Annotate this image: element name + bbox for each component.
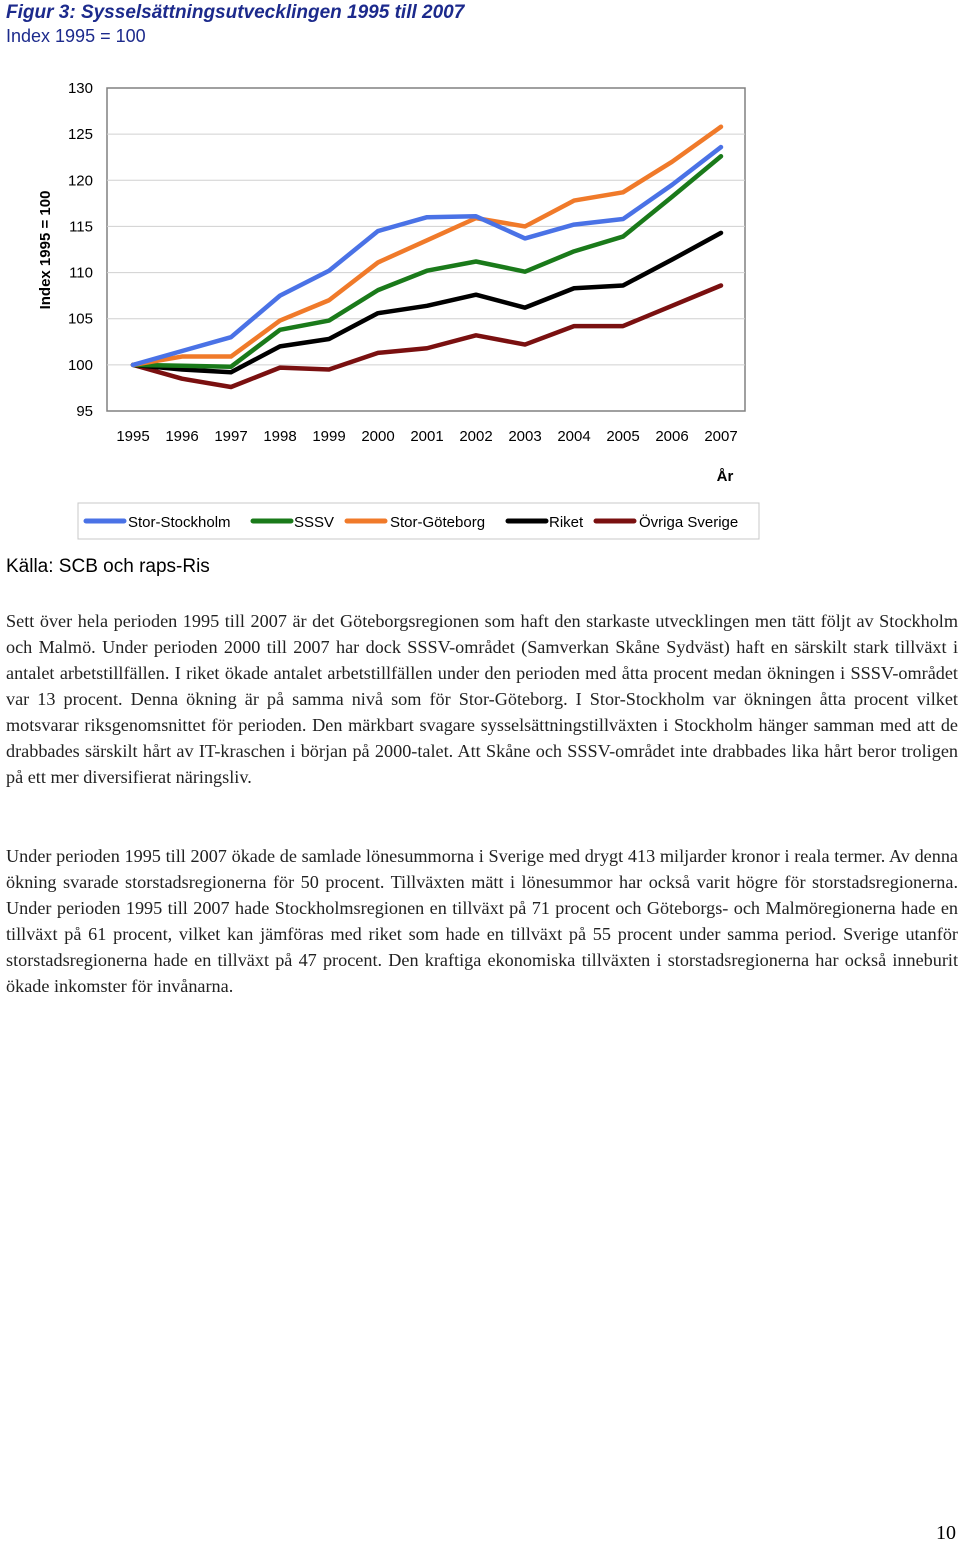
legend-label: SSSV xyxy=(294,514,334,531)
series-line xyxy=(130,124,724,368)
legend: Stor-Stockholm SSSV Stor-Göteborg Riket Övri… xyxy=(83,513,738,531)
y-tick-label: 100 xyxy=(68,357,93,374)
x-tick-label: 2002 xyxy=(459,428,492,445)
x-tick-label: 2000 xyxy=(361,428,394,445)
x-axis-label: År xyxy=(717,468,734,485)
y-tick-label: 105 xyxy=(68,311,93,328)
x-tick-label: 1995 xyxy=(116,428,149,445)
y-axis-label: Index 1995 = 100 xyxy=(37,191,54,310)
y-axis-ticks: 95 100 105 110 115 120 125 130 xyxy=(68,80,93,420)
legend-label: Stor-Stockholm xyxy=(128,514,231,531)
plot-area xyxy=(106,87,746,412)
x-tick-label: 2001 xyxy=(410,428,443,445)
series-lines xyxy=(130,124,724,390)
legend-label: Riket xyxy=(549,514,584,531)
legend-box xyxy=(77,502,760,540)
line-chart: 95 100 105 110 115 120 125 130 1995 1996 1997 1998… xyxy=(37,80,760,540)
x-tick-label: 1996 xyxy=(165,428,198,445)
y-tick-label: 95 xyxy=(76,403,93,420)
x-tick-label: 2004 xyxy=(557,428,590,445)
x-tick-label: 2007 xyxy=(704,428,737,445)
x-tick-label: 1997 xyxy=(214,428,247,445)
y-tick-label: 110 xyxy=(69,265,93,282)
y-tick-label: 125 xyxy=(68,126,93,143)
series-line xyxy=(130,144,724,368)
y-tick-label: 130 xyxy=(68,80,93,97)
paragraph-employment: Sett över hela perioden 1995 till 2007 ä… xyxy=(6,611,958,787)
series-line xyxy=(130,230,724,375)
x-tick-label: 2006 xyxy=(655,428,688,445)
series-line xyxy=(130,154,724,369)
y-tick-label: 115 xyxy=(69,218,93,235)
legend-label: Övriga Sverige xyxy=(639,513,738,531)
x-tick-label: 1998 xyxy=(263,428,296,445)
paragraph-wages: Under perioden 1995 till 2007 ökade de s… xyxy=(6,846,958,996)
source-note: Källa: SCB och raps-Ris xyxy=(6,556,210,577)
figure-title: Figur 3: Sysselsättningsutvecklingen 199… xyxy=(6,2,465,23)
y-tick-label: 120 xyxy=(68,172,93,189)
x-tick-label: 1999 xyxy=(312,428,345,445)
figure-subtitle: Index 1995 = 100 xyxy=(6,26,146,46)
legend-label: Stor-Göteborg xyxy=(390,514,485,531)
series-line xyxy=(130,283,724,390)
x-axis-ticks: 1995 1996 1997 1998 1999 2000 2001 2002 2003 2004… xyxy=(116,428,737,445)
page-number: 10 xyxy=(936,1522,956,1544)
x-tick-label: 2005 xyxy=(606,428,639,445)
x-tick-label: 2003 xyxy=(508,428,541,445)
